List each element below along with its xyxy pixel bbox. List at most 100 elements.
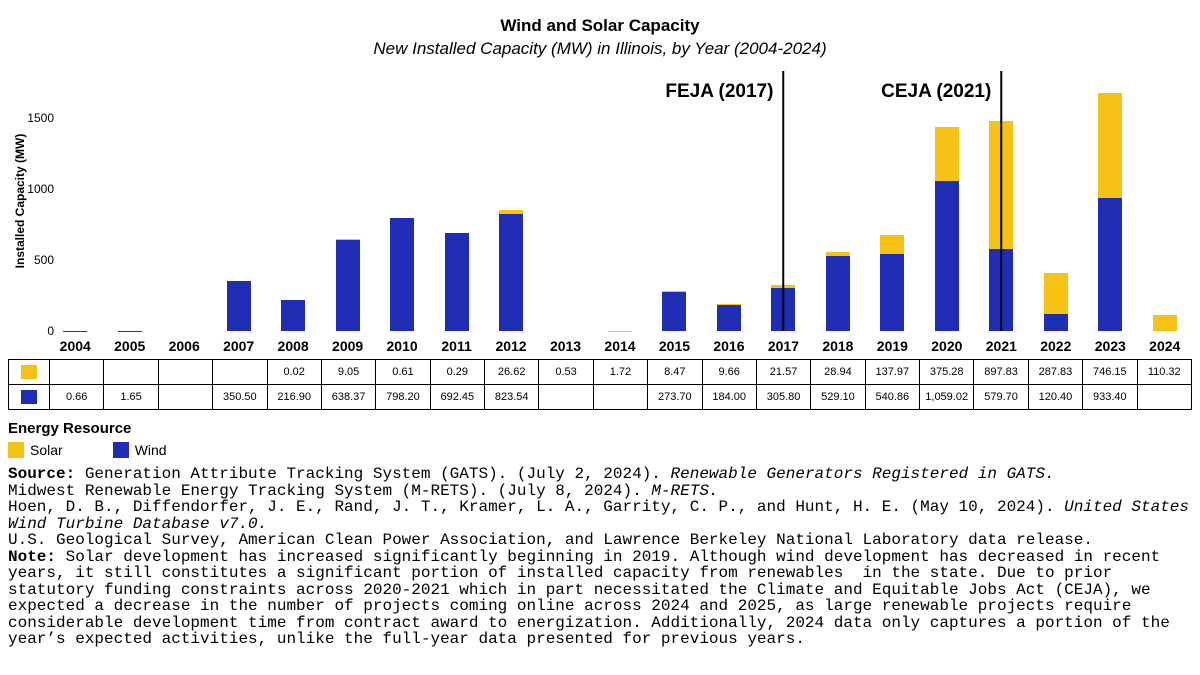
y-tick-500: 500 xyxy=(33,253,54,267)
plot-area: FEJA (2017) CEJA (2021) xyxy=(48,71,1192,331)
table-cell-solar-2024: 110.32 xyxy=(1136,359,1192,385)
x-label-2019: 2019 xyxy=(876,338,908,354)
bar-segment-solar-2024 xyxy=(1152,315,1177,331)
x-label-2014: 2014 xyxy=(604,338,636,354)
table-cell-solar-2019: 137.97 xyxy=(864,359,921,385)
x-label-2022: 2022 xyxy=(1040,338,1072,354)
y-tick-0: 0 xyxy=(47,324,54,338)
note-text: M-RETS. xyxy=(651,481,719,500)
table-cell-solar-2006 xyxy=(157,359,214,385)
note-line: Note: Solar development has increased si… xyxy=(8,547,1192,648)
note-text: Midwest Renewable Energy Tracking System… xyxy=(8,481,652,500)
annotation-label-2017: FEJA (2017) xyxy=(665,81,774,102)
bar-2009 xyxy=(335,239,360,331)
chart-area: Installed Capacity (MW) FEJA (2017) CEJA … xyxy=(8,71,1192,338)
table-cell-solar-2022: 287.83 xyxy=(1027,359,1084,385)
note-line: Source: Generation Attribute Tracking Sy… xyxy=(8,466,1192,483)
table-cell-wind-2007: 350.50 xyxy=(212,384,268,410)
x-label-2016: 2016 xyxy=(713,338,745,354)
x-label-2015: 2015 xyxy=(658,338,691,354)
table-cell-wind-2017: 305.80 xyxy=(755,384,812,410)
bar-2020 xyxy=(934,127,959,331)
table-swatch-cell-solar xyxy=(8,359,50,385)
table-cell-wind-2005: 1.65 xyxy=(103,384,159,410)
note-text: Generation Attribute Tracking System (GA… xyxy=(84,465,671,483)
bar-segment-wind-2016 xyxy=(716,304,741,331)
x-label-2008: 2008 xyxy=(277,338,309,354)
capacity-table: 0.02 9.05 0.61 0.29 26.62 0.53 1.72 8.47 9.66 21.… xyxy=(8,359,1192,410)
legend-label-wind: Wind xyxy=(134,442,167,458)
note-line: U.S. Geological Survey, American Clean P… xyxy=(8,532,1192,549)
table-cell-wind-2006 xyxy=(157,384,214,410)
x-label-2017: 2017 xyxy=(767,338,799,354)
table-cell-solar-2023: 746.15 xyxy=(1082,359,1138,385)
table-cell-solar-2020: 375.28 xyxy=(918,359,975,385)
bar-2008 xyxy=(281,300,306,331)
table-cell-wind-2011: 692.45 xyxy=(429,384,486,410)
bar-segment-wind-2010 xyxy=(390,217,415,331)
x-label-2011: 2011 xyxy=(441,338,472,354)
table-cell-wind-2015: 273.70 xyxy=(647,384,703,410)
table-cell-wind-2008: 216.90 xyxy=(266,384,322,410)
table-cell-solar-2014: 1.72 xyxy=(592,359,649,385)
y-axis-label: Installed Capacity (MW) xyxy=(13,133,27,269)
table-cell-solar-2008: 0.02 xyxy=(266,359,322,385)
bar-2016 xyxy=(716,303,741,331)
bar-segment-solar-2018 xyxy=(825,251,850,256)
x-label-2010: 2010 xyxy=(386,338,418,354)
table-cell-solar-2011: 0.29 xyxy=(429,359,486,385)
table-cell-wind-2004: 0.66 xyxy=(48,384,105,410)
annotation-label-2021: CEJA (2021) xyxy=(881,81,992,102)
x-label-2021: 2021 xyxy=(985,338,1017,354)
annotation-line-2021 xyxy=(1000,71,1003,331)
bar-segment-wind-2012 xyxy=(499,214,524,331)
bar-segment-solar-2015 xyxy=(662,290,687,293)
bar-2010 xyxy=(390,217,415,331)
table-cell-solar-2009: 9.05 xyxy=(320,359,377,385)
table-cell-solar-2015: 8.47 xyxy=(647,359,703,385)
bar-2024 xyxy=(1152,315,1177,331)
x-label-2007: 2007 xyxy=(223,338,255,354)
table-cell-wind-2021: 579.70 xyxy=(973,384,1029,410)
bar-2015 xyxy=(662,290,687,331)
table-cell-wind-2018: 529.10 xyxy=(810,384,866,410)
x-label-2012: 2012 xyxy=(495,338,527,354)
bar-segment-wind-2022 xyxy=(1043,313,1068,331)
bar-segment-wind-2018 xyxy=(825,255,850,331)
table-cell-wind-2023: 933.40 xyxy=(1082,384,1138,410)
bar-2011 xyxy=(444,232,469,331)
bar-segment-solar-2022 xyxy=(1043,273,1068,314)
x-label-2024: 2024 xyxy=(1149,338,1181,354)
table-cell-solar-2005 xyxy=(103,359,159,385)
bar-2018 xyxy=(825,251,850,331)
chart-title: Wind and Solar Capacity xyxy=(500,16,700,35)
table-cell-wind-2014 xyxy=(592,384,649,410)
bar-2022 xyxy=(1043,273,1068,331)
y-tick-1000: 1000 xyxy=(27,182,54,196)
bar-segment-wind-2008 xyxy=(281,300,306,331)
x-label-2005: 2005 xyxy=(114,338,146,354)
table-cell-wind-2013 xyxy=(538,384,594,410)
bar-segment-wind-2020 xyxy=(934,180,959,331)
table-swatch-cell-wind xyxy=(8,384,50,410)
table-cell-solar-2004 xyxy=(48,359,105,385)
legend: Solar Wind xyxy=(8,442,1192,458)
note-text: Hoen, D. B., Diffendorfer, J. E., Rand, … xyxy=(8,498,1065,516)
bar-segment-solar-2009 xyxy=(335,239,360,241)
wind-swatch-icon xyxy=(21,390,37,404)
solar-legend-swatch-icon xyxy=(8,442,24,458)
bar-2019 xyxy=(880,234,905,331)
table-cell-wind-2010: 798.20 xyxy=(375,384,431,410)
x-label-2020: 2020 xyxy=(931,338,963,354)
legend-label-solar: Solar xyxy=(30,442,63,458)
note-text: Solar development has increased signific… xyxy=(8,547,1180,648)
table-row-wind: 0.66 1.65 350.50 216.90 638.37 798.20 692.45 82… xyxy=(8,384,1192,410)
bar-segment-solar-2016 xyxy=(716,303,741,305)
legend-item-wind: Wind xyxy=(112,442,167,458)
table-cell-wind-2022: 120.40 xyxy=(1027,384,1084,410)
x-label-2009: 2009 xyxy=(332,338,364,354)
note-text: Source: xyxy=(8,465,85,483)
table-cell-wind-2019: 540.86 xyxy=(864,384,921,410)
table-cell-wind-2009: 638.37 xyxy=(320,384,377,410)
